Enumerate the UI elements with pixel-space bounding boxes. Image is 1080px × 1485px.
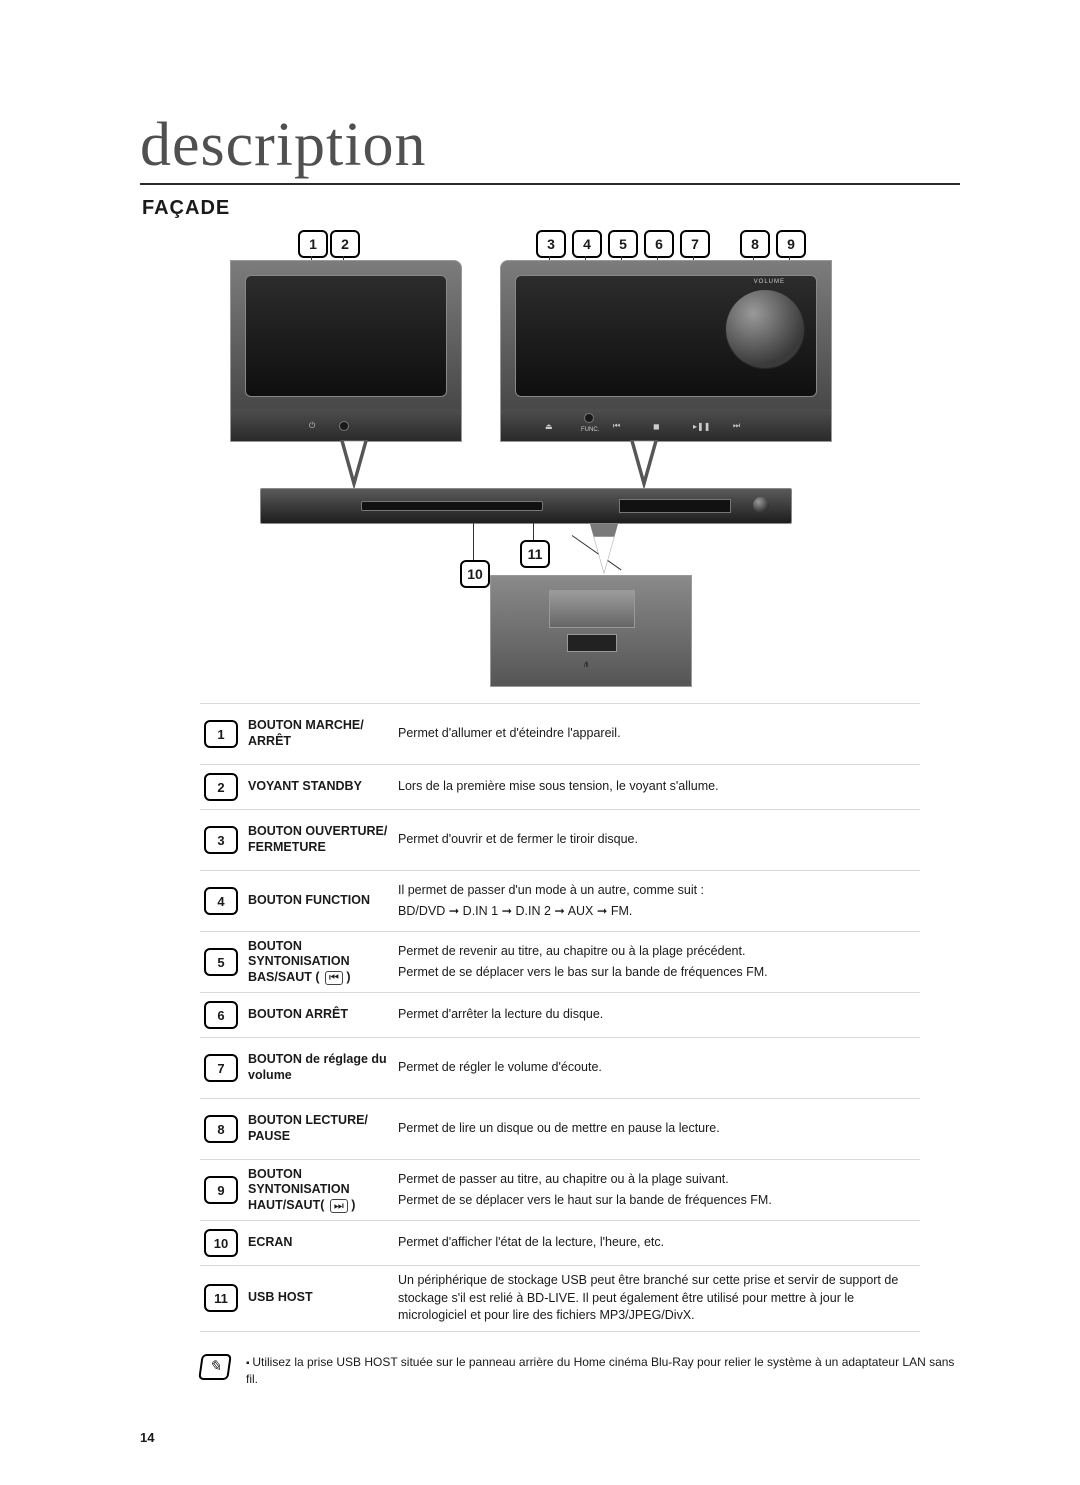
usb-icon: ⋔ [583, 660, 590, 669]
table-row: 1 BOUTON MARCHE/ARRÊTPermet d'allumer et … [200, 704, 920, 765]
volume-dial [725, 289, 805, 369]
callout-2: 2 [330, 230, 360, 258]
play-pause-icon: ▸❚❚ [693, 422, 710, 431]
callout-11: 11 [520, 540, 550, 568]
leader [473, 522, 474, 560]
table-row: 5 BOUTON SYNTONISATIONBAS/SAUT ( ⏮ )Perme… [200, 932, 920, 993]
device-body [260, 488, 792, 524]
table-row: 8 BOUTON LECTURE/PAUSEPermet de lire un d… [200, 1099, 920, 1160]
callout-7: 7 [680, 230, 710, 258]
row-number: 5 [204, 948, 238, 976]
row-label: VOYANT STANDBY [248, 779, 398, 795]
row-label: USB HOST [248, 1290, 398, 1306]
callout-9: 9 [776, 230, 806, 258]
row-label: BOUTON FUNCTION [248, 893, 398, 909]
table-row: 2 VOYANT STANDBYLors de la première mise … [200, 765, 920, 810]
spec-table: 1 BOUTON MARCHE/ARRÊTPermet d'allumer et … [200, 703, 920, 1332]
callout-5: 5 [608, 230, 638, 258]
table-row: 11 USB HOSTUn périphérique de stockage US… [200, 1266, 920, 1332]
row-description: Permet d'ouvrir et de fermer le tiroir d… [398, 831, 916, 849]
row-number: 3 [204, 826, 238, 854]
table-row: 7 BOUTON de réglage duvolumePermet de rég… [200, 1038, 920, 1099]
power-icon: ⏻ [309, 421, 315, 431]
row-description: Il permet de passer d'un mode à un autre… [398, 882, 916, 920]
page-title: description [140, 110, 960, 185]
row-description: Lors de la première mise sous tension, l… [398, 778, 916, 796]
row-number: 11 [204, 1284, 238, 1312]
row-label: BOUTON OUVERTURE/FERMETURE [248, 824, 398, 855]
closeup-left-screen [245, 275, 447, 397]
function-button [584, 413, 594, 423]
table-row: 3 BOUTON OUVERTURE/FERMETUREPermet d'ouvr… [200, 810, 920, 871]
section-subtitle: FAÇADE [142, 197, 960, 220]
front-panel-figure: 1 2 3 4 5 6 7 8 9 ⏻ V [220, 230, 840, 695]
row-label: BOUTON LECTURE/PAUSE [248, 1113, 398, 1144]
closeup-right-panel: VOLUME ⏏ FUNC. ⏮ ◼ ▸❚❚ ⏭ [500, 260, 832, 442]
volume-label: VOLUME [754, 279, 785, 285]
row-label: BOUTON SYNTONISATIONHAUT/SAUT( ⏭ ) [248, 1167, 398, 1214]
table-row: 9 BOUTON SYNTONISATIONHAUT/SAUT( ⏭ )Perme… [200, 1160, 920, 1221]
row-label: BOUTON MARCHE/ARRÊT [248, 718, 398, 749]
stop-icon: ◼ [653, 422, 660, 431]
row-number: 7 [204, 1054, 238, 1082]
row-description: Permet de passer au titre, au chapitre o… [398, 1171, 916, 1209]
transport-icon: ⏮ [325, 971, 343, 985]
row-description: Permet de régler le volume d'écoute. [398, 1059, 916, 1077]
row-description: Permet de lire un disque ou de mettre en… [398, 1120, 916, 1138]
standby-led [339, 421, 349, 431]
row-number: 2 [204, 773, 238, 801]
note-icon: ✎ [198, 1354, 232, 1380]
row-description: Permet de revenir au titre, au chapitre … [398, 943, 916, 981]
mini-dial [753, 497, 769, 513]
leader [533, 522, 534, 540]
row-number: 4 [204, 887, 238, 915]
disc-slot [361, 501, 543, 511]
display-window [619, 499, 731, 513]
row-description: Permet d'afficher l'état de la lecture, … [398, 1234, 916, 1252]
callout-3: 3 [536, 230, 566, 258]
row-description: Un périphérique de stockage USB peut êtr… [398, 1272, 916, 1325]
transport-icon: ⏭ [330, 1199, 348, 1213]
callout-8: 8 [740, 230, 770, 258]
row-number: 9 [204, 1176, 238, 1204]
prev-icon: ⏮ [613, 421, 620, 431]
eject-icon: ⏏ [545, 422, 553, 431]
callout-6: 6 [644, 230, 674, 258]
row-label: BOUTON ARRÊT [248, 1007, 398, 1023]
row-label: BOUTON SYNTONISATIONBAS/SAUT ( ⏮ ) [248, 939, 398, 986]
closeup-usb-panel: ⋔ [490, 575, 692, 687]
table-row: 10 ECRANPermet d'afficher l'état de la le… [200, 1221, 920, 1266]
usb-port [567, 634, 617, 652]
row-label: ECRAN [248, 1235, 398, 1251]
callout-4: 4 [572, 230, 602, 258]
row-label: BOUTON de réglage duvolume [248, 1052, 398, 1083]
page-number: 14 [140, 1430, 154, 1445]
row-description: Permet d'arrêter la lecture du disque. [398, 1006, 916, 1024]
table-row: 4 BOUTON FUNCTIONIl permet de passer d'un… [200, 871, 920, 932]
func-label: FUNC. [581, 427, 599, 433]
table-row: 6 BOUTON ARRÊTPermet d'arrêter la lecture… [200, 993, 920, 1038]
footnote: ✎ Utilisez la prise USB HOST située sur … [200, 1354, 960, 1388]
callout-10: 10 [460, 560, 490, 588]
row-number: 1 [204, 720, 238, 748]
row-number: 6 [204, 1001, 238, 1029]
row-number: 8 [204, 1115, 238, 1143]
callout-1: 1 [298, 230, 328, 258]
row-description: Permet d'allumer et d'éteindre l'apparei… [398, 725, 916, 743]
next-icon: ⏭ [733, 421, 740, 431]
usb-door [549, 590, 635, 628]
closeup-left-panel: ⏻ [230, 260, 462, 442]
footnote-text: Utilisez la prise USB HOST située sur le… [246, 1354, 960, 1388]
row-number: 10 [204, 1229, 238, 1257]
